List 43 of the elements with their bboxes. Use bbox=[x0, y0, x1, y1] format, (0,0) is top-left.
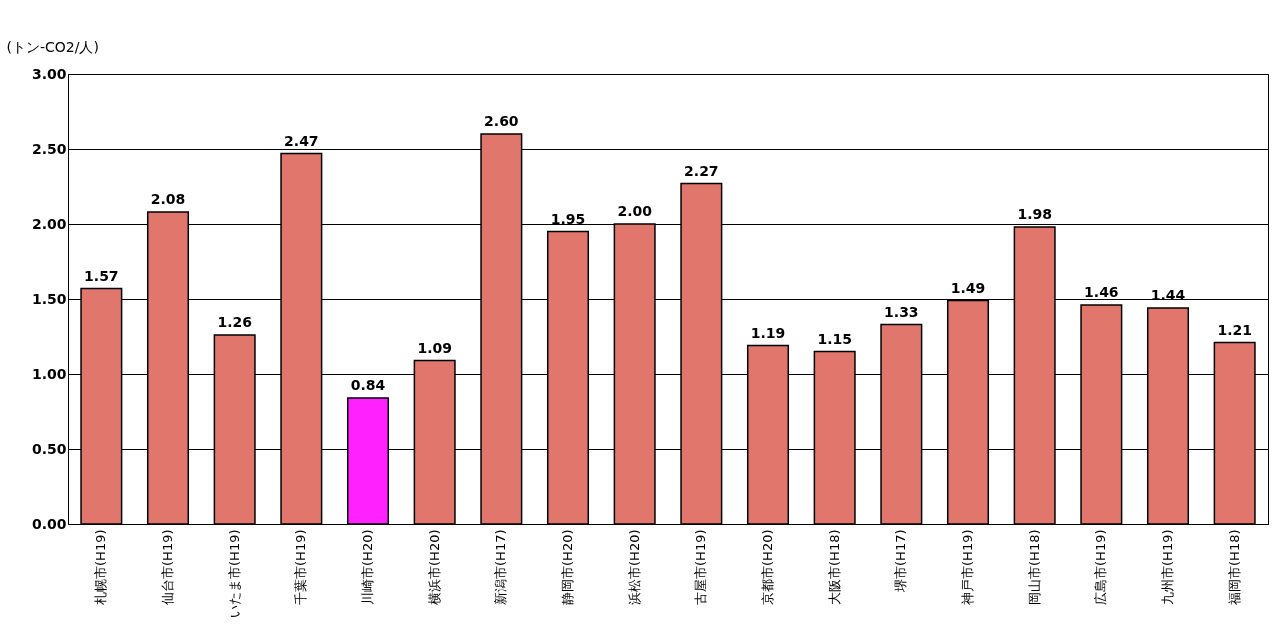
y-axis-title: (トン-CO2/人) bbox=[6, 38, 99, 55]
y-tick-label: 2.00 bbox=[31, 215, 67, 232]
data-label: 1.15 bbox=[817, 330, 852, 347]
y-tick-label: 0.00 bbox=[31, 515, 67, 532]
y-tick-label: 1.00 bbox=[31, 365, 67, 382]
data-label: 1.26 bbox=[217, 314, 252, 330]
x-tick-label: 堺市(H17) bbox=[893, 529, 909, 593]
data-label: 1.49 bbox=[950, 279, 986, 296]
x-tick-label: 新潟市(H17) bbox=[493, 529, 509, 605]
data-label: 1.09 bbox=[417, 339, 452, 356]
x-tick-label: 神戸市(H19) bbox=[960, 529, 975, 605]
x-tick-label: 静岡市(H20) bbox=[560, 529, 575, 605]
data-label: 1.19 bbox=[750, 324, 786, 341]
x-tick-label: 川崎市(H20) bbox=[360, 529, 375, 605]
x-tick-label: 浜松市(H20) bbox=[626, 529, 642, 605]
data-label: 1.57 bbox=[84, 267, 119, 284]
x-tick-label: 横浜市(H20) bbox=[426, 529, 442, 605]
x-tick-label: 京都市(H20) bbox=[760, 529, 775, 605]
data-label: 2.27 bbox=[684, 162, 719, 179]
y-tick-label: 0.50 bbox=[31, 440, 67, 457]
data-label: 1.98 bbox=[1017, 206, 1052, 222]
data-label: 1.33 bbox=[884, 303, 919, 320]
data-label: 2.60 bbox=[484, 113, 519, 129]
x-tick-label: 千葉市(H19) bbox=[293, 529, 309, 605]
x-tick-label: 岡山市(H18) bbox=[1026, 529, 1042, 605]
x-tick-label: いたま市(H19) bbox=[226, 529, 242, 618]
y-tick-label: 1.50 bbox=[31, 290, 67, 307]
x-tick-label: 大阪市(H18) bbox=[826, 529, 842, 605]
y-tick-label: 3.00 bbox=[31, 65, 67, 82]
y-tick-label: 2.50 bbox=[31, 140, 67, 157]
data-label: 1.21 bbox=[1217, 321, 1252, 338]
x-tick-label: 福岡市(H18) bbox=[1226, 529, 1242, 605]
data-label: 0.84 bbox=[350, 377, 386, 393]
x-tick-label: 仙台市(H19) bbox=[160, 529, 175, 605]
data-label: 1.95 bbox=[550, 210, 586, 227]
data-label: 2.00 bbox=[617, 203, 653, 219]
data-label: 2.08 bbox=[150, 191, 186, 207]
x-tick-label: 九州市(H19) bbox=[1160, 529, 1175, 605]
x-tick-label: 札幌市(H19) bbox=[93, 529, 109, 605]
data-label: 2.47 bbox=[284, 132, 319, 149]
x-tick-label: 広島市(H19) bbox=[1093, 529, 1109, 605]
data-label: 1.46 bbox=[1084, 284, 1119, 300]
x-tick-label: 古屋市(H19) bbox=[693, 529, 709, 605]
